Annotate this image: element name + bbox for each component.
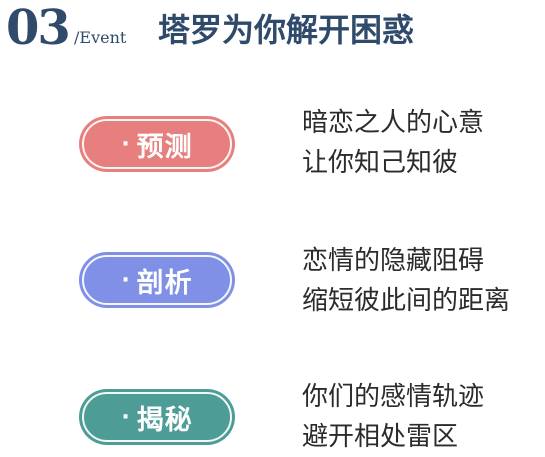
predict-label: 预测 [136,131,193,163]
reveal-description: 你们的感情轨迹 避开相处雷区 [302,377,484,457]
description-line: 避开相处雷区 [302,422,459,452]
predict-description: 暗恋之人的心意 让你知己知彼 [302,103,484,183]
bullet-dot: · [121,267,131,293]
section-header: 03 /Event 塔罗为你解开困惑 [6,0,536,58]
description-line: 缩短彼此间的距离 [302,286,511,316]
analyze-button[interactable]: · 剖析 [79,252,235,308]
description-line: 你们的感情轨迹 [302,382,485,412]
section-title: 塔罗为你解开困惑 [158,11,415,49]
predict-button[interactable]: · 预测 [79,116,235,172]
description-line: 让你知己知彼 [302,148,459,178]
bullet-dot: · [121,404,131,430]
section-number: 03 [6,0,71,56]
section-subtitle: /Event [74,28,127,47]
analyze-label: 剖析 [136,267,193,299]
reveal-label: 揭秘 [136,404,193,436]
analyze-description: 恋情的隐藏阻碍 缩短彼此间的距离 [302,241,510,321]
reveal-button[interactable]: · 揭秘 [79,389,235,445]
bullet-dot: · [121,131,131,157]
description-line: 恋情的隐藏阻碍 [302,246,485,276]
description-line: 暗恋之人的心意 [302,108,485,138]
